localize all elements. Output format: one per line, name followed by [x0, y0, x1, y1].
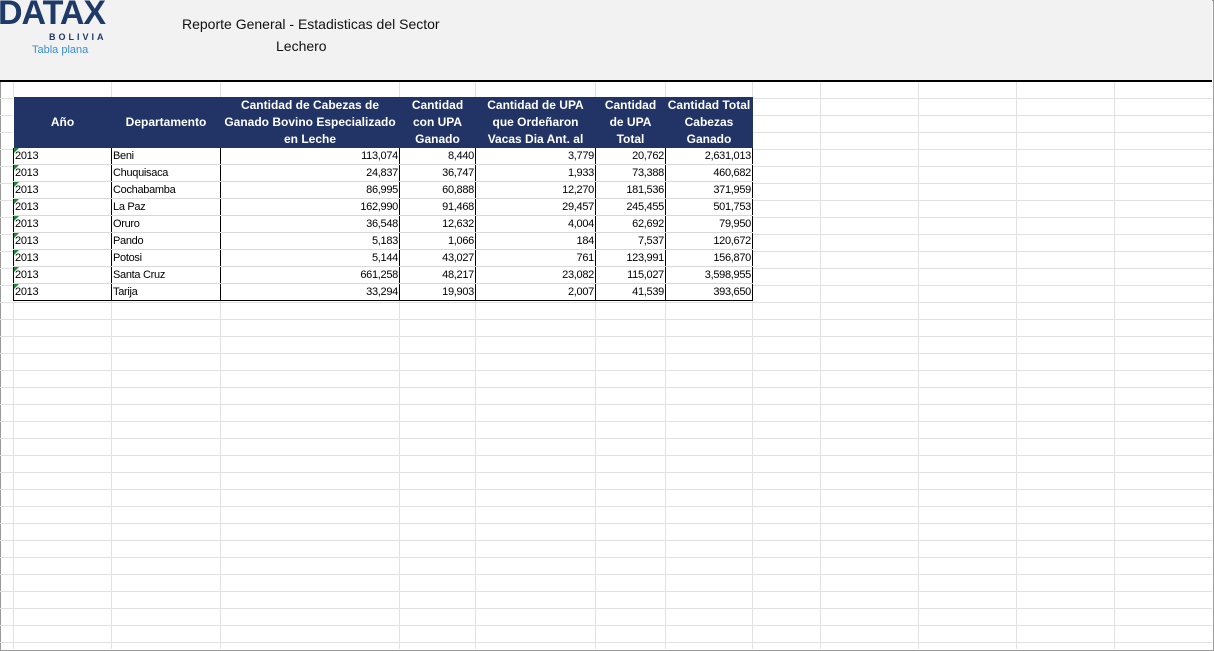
cell-value[interactable]: 2,007 [475, 283, 596, 301]
cell-value[interactable]: 24,837 [220, 164, 400, 182]
cell-value[interactable]: 60,888 [399, 181, 476, 199]
cell-value[interactable]: 36,747 [399, 164, 476, 182]
cell-value[interactable]: 162,990 [220, 198, 400, 216]
column-header[interactable]: Año [13, 97, 112, 148]
table-row: 2013 Potosi 5,144 43,027 761 123,991 156,870 [13, 249, 753, 267]
table-row: 2013 Chuquisaca 24,837 36,747 1,933 73,388 460… [13, 164, 753, 182]
cell-department[interactable]: Oruro [111, 215, 221, 233]
cell-year[interactable]: 2013 [13, 181, 112, 199]
cell-year[interactable]: 2013 [13, 198, 112, 216]
column-header[interactable]: Cantidad de UPA que Ordeñaron Vacas Dia … [475, 97, 596, 148]
cell-value[interactable]: 113,074 [220, 148, 400, 165]
column-gridline [220, 82, 221, 649]
column-gridline [665, 82, 666, 649]
table-row: 2013 Cochabamba 86,995 60,888 12,270 181,536 3… [13, 181, 753, 199]
cell-department[interactable]: Santa Cruz [111, 266, 221, 284]
cell-value[interactable]: 19,903 [399, 283, 476, 301]
cell-value[interactable]: 393,650 [665, 283, 753, 301]
report-header: DATAX BOLIVIA Tabla plana Reporte Genera… [0, 0, 1212, 82]
cell-year[interactable]: 2013 [13, 164, 112, 182]
cell-department[interactable]: Potosi [111, 249, 221, 267]
cell-value[interactable]: 41,539 [595, 283, 666, 301]
cell-value[interactable]: 120,672 [665, 232, 753, 250]
cell-value[interactable]: 5,183 [220, 232, 400, 250]
column-gridline [820, 82, 821, 649]
column-gridline [111, 82, 112, 649]
cell-year[interactable]: 2013 [13, 215, 112, 233]
column-gridline [13, 82, 14, 649]
cell-value[interactable]: 86,995 [220, 181, 400, 199]
cell-value[interactable]: 3,779 [475, 148, 596, 165]
column-header[interactable]: Cantidad de UPA Total [595, 97, 666, 148]
table-row: 2013 Pando 5,183 1,066 184 7,537 120,672 [13, 232, 753, 250]
cell-value[interactable]: 123,991 [595, 249, 666, 267]
cell-value[interactable]: 661,258 [220, 266, 400, 284]
cell-value[interactable]: 2,631,013 [665, 148, 753, 165]
cell-value[interactable]: 156,870 [665, 249, 753, 267]
data-table: Año Departamento Cantidad de Cabezas de Ga… [13, 97, 753, 301]
cell-value[interactable]: 73,388 [595, 164, 666, 182]
table-row: 2013 Tarija 33,294 19,903 2,007 41,539 393,650 [13, 283, 753, 301]
cell-year[interactable]: 2013 [13, 283, 112, 301]
cell-value[interactable]: 7,537 [595, 232, 666, 250]
column-gridline [595, 82, 596, 649]
column-gridline [752, 82, 753, 649]
table-row: 2013 Santa Cruz 661,258 48,217 23,082 115,027… [13, 266, 753, 284]
cell-department[interactable]: Chuquisaca [111, 164, 221, 182]
column-header[interactable]: Cantidad con UPA Ganado [399, 97, 476, 148]
cell-year[interactable]: 2013 [13, 232, 112, 250]
cell-value[interactable]: 5,144 [220, 249, 400, 267]
cell-value[interactable]: 29,457 [475, 198, 596, 216]
column-gridline [918, 82, 919, 649]
column-header[interactable]: Departamento [111, 97, 221, 148]
cell-value[interactable]: 20,762 [595, 148, 666, 165]
cell-value[interactable]: 62,692 [595, 215, 666, 233]
report-title-line2: Lechero [276, 38, 327, 54]
column-gridline [399, 82, 400, 649]
cell-value[interactable]: 33,294 [220, 283, 400, 301]
cell-department[interactable]: Pando [111, 232, 221, 250]
cell-value[interactable]: 91,468 [399, 198, 476, 216]
cell-value[interactable]: 181,536 [595, 181, 666, 199]
cell-value[interactable]: 36,548 [220, 215, 400, 233]
cell-year[interactable]: 2013 [13, 266, 112, 284]
cell-value[interactable]: 3,598,955 [665, 266, 753, 284]
cell-value[interactable]: 12,632 [399, 215, 476, 233]
cell-department[interactable]: La Paz [111, 198, 221, 216]
cell-value[interactable]: 4,004 [475, 215, 596, 233]
view-label[interactable]: Tabla plana [32, 44, 89, 56]
cell-year[interactable]: 2013 [13, 148, 112, 165]
column-gridline [475, 82, 476, 649]
cell-value[interactable]: 79,950 [665, 215, 753, 233]
table-row: 2013 Beni 113,074 8,440 3,779 20,762 2,631,013 [13, 148, 753, 165]
cell-value[interactable]: 48,217 [399, 266, 476, 284]
cell-value[interactable]: 761 [475, 249, 596, 267]
cell-value[interactable]: 460,682 [665, 164, 753, 182]
cell-department[interactable]: Cochabamba [111, 181, 221, 199]
column-gridline [1016, 82, 1017, 649]
table-row: 2013 Oruro 36,548 12,632 4,004 62,692 79,950 [13, 215, 753, 233]
cell-value[interactable]: 501,753 [665, 198, 753, 216]
cell-value[interactable]: 8,440 [399, 148, 476, 165]
cell-department[interactable]: Beni [111, 148, 221, 165]
logo-subtitle: BOLIVIA [49, 32, 107, 42]
cell-value[interactable]: 23,082 [475, 266, 596, 284]
report-title: Reporte General - Estadisticas del Secto… [182, 16, 440, 32]
column-header[interactable]: Cantidad Total Cabezas Ganado [665, 97, 753, 148]
cell-year[interactable]: 2013 [13, 249, 112, 267]
cell-value[interactable]: 1,066 [399, 232, 476, 250]
datax-logo: DATAX [0, 0, 106, 32]
cell-value[interactable]: 371,959 [665, 181, 753, 199]
table-row: 2013 La Paz 162,990 91,468 29,457 245,455 501,… [13, 198, 753, 216]
cell-department[interactable]: Tarija [111, 283, 221, 301]
cell-value[interactable]: 1,933 [475, 164, 596, 182]
cell-value[interactable]: 245,455 [595, 198, 666, 216]
cell-value[interactable]: 184 [475, 232, 596, 250]
column-header[interactable]: Cantidad de Cabezas de Ganado Bovino Esp… [220, 97, 400, 148]
cell-value[interactable]: 115,027 [595, 266, 666, 284]
cell-value[interactable]: 43,027 [399, 249, 476, 267]
cell-value[interactable]: 12,270 [475, 181, 596, 199]
column-gridline [1114, 82, 1115, 649]
